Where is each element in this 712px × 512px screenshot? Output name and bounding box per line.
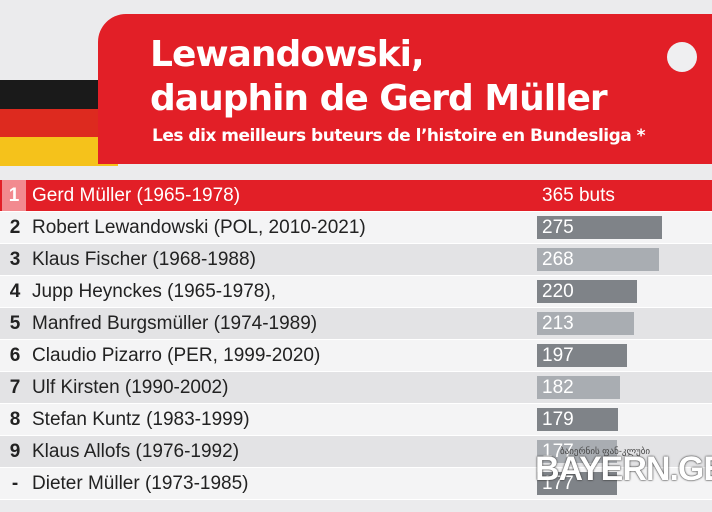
goal-value-label: 182 [542,377,574,398]
rank-label: 7 [9,377,21,398]
player-name-label: Manfred Burgsmüller (1974-1989) [32,313,318,334]
rank-label: 1 [2,180,26,211]
rank-label: 3 [9,249,21,270]
rank-label: 2 [9,217,21,238]
watermark-small-text: ბაიერნის ფან-კლუბი [560,446,651,456]
goal-value-label: 213 [542,313,574,334]
rank-label: 5 [9,313,21,334]
chart-subtitle: Les dix meilleurs buteurs de l’histoire … [152,126,646,146]
goal-value-label: 365 buts [542,185,615,206]
table-row: 7 Ulf Kirsten (1990-2002) 182 [0,372,712,404]
player-name-label: Ulf Kirsten (1990-2002) [32,377,229,398]
table-row: 6 Claudio Pizarro (PER, 1999-2020) 197 [0,340,712,372]
table-row: - Dieter Müller (1973-1985) 177 [0,468,712,500]
table-row: 3 Klaus Fischer (1968-1988) 268 [0,244,712,276]
table-row: 9 Klaus Allofs (1976-1992) 177 [0,436,712,468]
player-name-label: Jupp Heynckes (1965-1978), [32,281,276,302]
goal-bar [537,408,618,431]
watermark-logo-text: BAYERN.GE [535,450,712,488]
title-line-2: dauphin de Gerd Müller [150,78,608,119]
goal-value-label: 177 [542,473,574,494]
goal-bar [537,312,634,335]
table-row: 8 Stefan Kuntz (1983-1999) 179 [0,404,712,436]
player-name-label: Robert Lewandowski (POL, 2010-2021) [32,217,366,238]
goal-value-label: 268 [542,249,574,270]
player-name-label: Claudio Pizarro (PER, 1999-2020) [32,345,321,366]
goal-bar [537,248,659,271]
table-row: 2 Robert Lewandowski (POL, 2010-2021) 275 [0,212,712,244]
goal-bar [537,216,662,239]
header-banner [98,14,712,164]
goal-value-label: 179 [542,409,574,430]
player-name-label: Stefan Kuntz (1983-1999) [32,409,250,430]
goal-value-label: 220 [542,281,574,302]
goal-bar [537,376,620,399]
table-row: 5 Manfred Burgsmüller (1974-1989) 213 [0,308,712,340]
rank-label: 4 [9,281,21,302]
player-name-label: Dieter Müller (1973-1985) [32,473,249,494]
goal-bar [537,280,637,303]
rank-label: 9 [9,441,21,462]
player-name-label: Gerd Müller (1965-1978) [32,185,241,206]
rank-label: 8 [9,409,21,430]
goal-bar [537,472,617,495]
table-row: 1 Gerd Müller (1965-1978) 365 buts [0,180,712,212]
player-name-label: Klaus Allofs (1976-1992) [32,441,240,462]
goal-bar [537,440,617,463]
goal-bar [537,344,627,367]
banner-hole-decoration [667,42,697,72]
goal-value-label: 197 [542,345,574,366]
player-name-label: Klaus Fischer (1968-1988) [32,249,256,270]
goal-value-label: 275 [542,217,574,238]
title-line-1: Lewandowski, [150,34,425,75]
ranking-table: 1 Gerd Müller (1965-1978) 365 buts 2 Robert … [0,180,712,500]
chart-title: Lewandowski, dauphin de Gerd Müller [150,33,608,121]
table-row: 4 Jupp Heynckes (1965-1978), 220 [0,276,712,308]
goal-bar [537,184,703,207]
goal-value-label: 177 [542,441,574,462]
rank-label: - [11,473,19,494]
rank-label: 6 [9,345,21,366]
